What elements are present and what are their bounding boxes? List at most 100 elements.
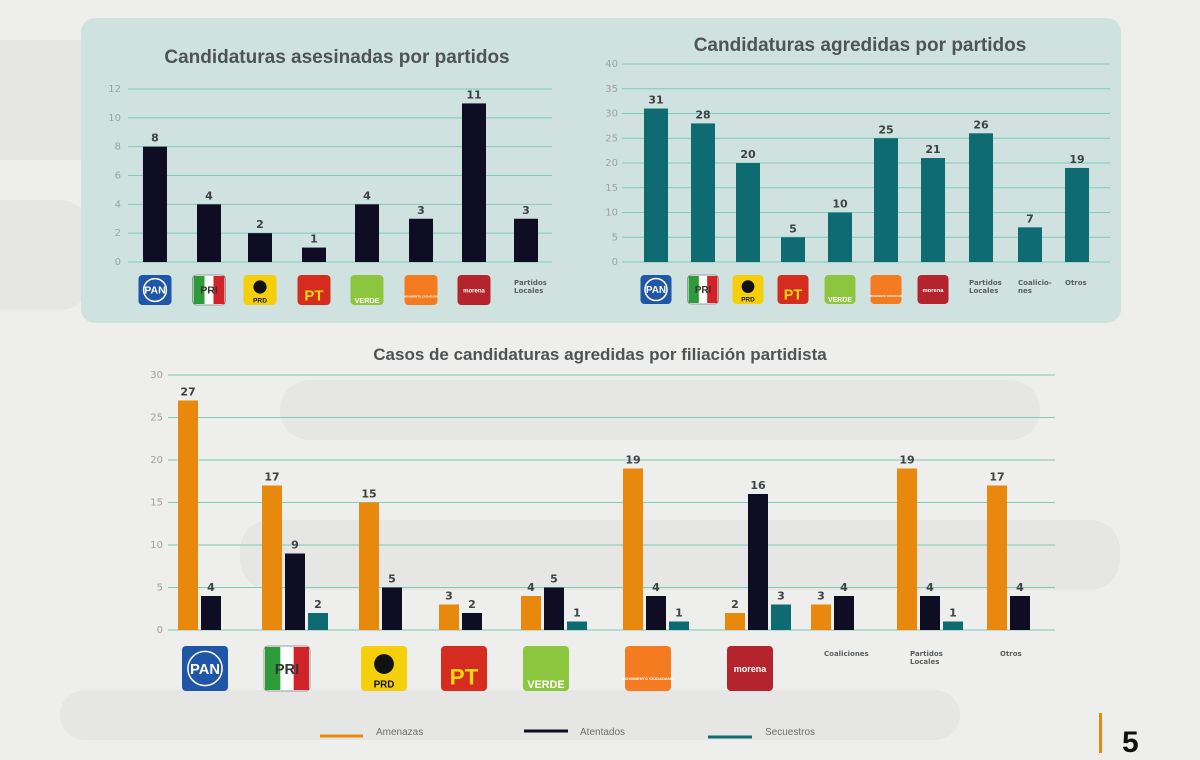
category-label: nes	[1018, 287, 1032, 295]
logo-text: morena	[463, 288, 485, 294]
logo-text: morena	[923, 288, 945, 294]
data-label: 15	[361, 488, 376, 501]
page-number: 5	[1122, 726, 1139, 759]
data-label: 31	[648, 94, 663, 107]
bar-mc	[409, 218, 433, 262]
bar-pri-secuestros	[308, 613, 328, 630]
bar-mc-amenazas	[623, 468, 643, 630]
bar-partidos-locales-secuestros	[943, 621, 963, 630]
bar-morena-atentados	[748, 494, 768, 630]
logo-text: VERDE	[355, 296, 380, 305]
bar-verde-secuestros	[567, 621, 587, 630]
logo-stripe-green	[265, 647, 281, 690]
data-label: 2	[468, 598, 476, 611]
y-tick-label: 40	[605, 59, 618, 70]
bar-partidos-locales-atentados	[920, 596, 940, 630]
category-label: Locales	[910, 658, 939, 666]
data-label: 5	[388, 573, 396, 586]
logo-pan-icon: PAN	[182, 646, 228, 691]
chart-title: Casos de candidaturas agredidas por fili…	[373, 345, 827, 364]
data-label: 1	[675, 607, 683, 620]
bar-mc	[874, 138, 898, 262]
data-label: 8	[151, 132, 159, 145]
y-tick-label: 15	[605, 183, 618, 194]
data-label: 4	[207, 581, 215, 594]
logo-verde-icon: VERDE	[523, 646, 569, 691]
data-label: 28	[695, 108, 710, 121]
bar-otros	[1065, 167, 1089, 262]
logo-background	[727, 646, 773, 691]
logo-text: PAN	[190, 662, 220, 678]
data-label: 17	[264, 471, 279, 484]
logo-verde-icon: VERDE	[824, 275, 856, 304]
logo-text: MOVIMIENTO CIUDADANO	[404, 295, 438, 299]
bar-morena	[462, 103, 486, 263]
bar-partidos-locales	[514, 218, 538, 262]
data-label: 2	[314, 598, 322, 611]
data-label: 1	[310, 233, 318, 246]
bar-otros-amenazas	[987, 485, 1007, 630]
chart-filiacion: Casos de candidaturas agredidas por fili…	[150, 345, 1055, 692]
logo-stripe-green	[688, 276, 699, 303]
chart-asesinadas: Candidaturas asesinadas por partidos 0 2 4…	[108, 47, 552, 306]
chart-title: Candidaturas asesinadas por partidos	[164, 47, 509, 68]
logo-sun	[253, 280, 267, 294]
data-label: 4	[205, 189, 213, 202]
data-label: 4	[652, 581, 660, 594]
category-label: Otros	[1065, 279, 1087, 287]
data-label: 25	[878, 123, 893, 136]
bar-prd-amenazas	[359, 502, 379, 630]
data-label: 2	[256, 218, 264, 231]
y-tick-label: 5	[612, 232, 618, 243]
bar-morena-amenazas	[725, 613, 745, 630]
page-number-bar	[1099, 713, 1102, 753]
legend-label-atentados: Atentados	[580, 727, 625, 738]
logo-morena-icon: morena	[917, 275, 949, 304]
logo-ring	[187, 650, 223, 687]
logo-text: PRD	[253, 298, 267, 305]
logo-mc-icon: MOVIMIENTO CIUDADANO	[622, 646, 674, 691]
data-label: 3	[522, 204, 530, 217]
logo-pan-icon: PAN	[640, 275, 672, 304]
data-label: 4	[840, 581, 848, 594]
y-tick-label: 10	[150, 540, 163, 551]
logo-text: PRD	[741, 297, 755, 304]
logo-prd-icon: PRD	[361, 646, 407, 691]
data-label: 3	[817, 590, 825, 603]
y-tick-label: 0	[612, 257, 618, 268]
category-label: Coalicio-	[1018, 279, 1052, 287]
category-label: Locales	[969, 287, 998, 295]
logo-text: PT	[304, 288, 323, 305]
logo-pt-icon: PT	[777, 275, 809, 304]
data-label: 3	[445, 590, 453, 603]
logo-background	[625, 646, 671, 691]
y-tick-label: 15	[150, 498, 163, 509]
data-label: 1	[573, 607, 581, 620]
data-label: 10	[832, 198, 848, 211]
data-label: 16	[750, 479, 766, 492]
logo-text: VERDE	[527, 679, 564, 691]
logo-pri-icon: PRI	[263, 645, 311, 692]
bar-pt-atentados	[462, 613, 482, 630]
background-band	[0, 200, 90, 310]
data-label: 21	[925, 143, 940, 156]
logo-background	[870, 275, 902, 304]
background-band	[240, 520, 1120, 590]
bar-prd-atentados	[382, 587, 402, 630]
y-tick-label: 10	[605, 208, 618, 219]
logo-morena-icon: morena	[727, 646, 773, 691]
logo-background	[182, 646, 228, 691]
top-charts-panel	[81, 18, 1121, 323]
bar-prd	[248, 233, 272, 262]
background-band	[280, 380, 1040, 440]
logo-stripe-green	[193, 276, 205, 304]
y-tick-label: 6	[115, 171, 121, 182]
logo-text: PT	[450, 664, 479, 689]
data-label: 17	[989, 471, 1004, 484]
background-band	[60, 690, 960, 740]
bar-coaliciones-amenazas	[811, 604, 831, 630]
bar-pri	[691, 123, 715, 263]
logo-background	[457, 275, 491, 305]
logo-stripe-red	[707, 276, 718, 303]
bar-pri	[197, 204, 221, 262]
